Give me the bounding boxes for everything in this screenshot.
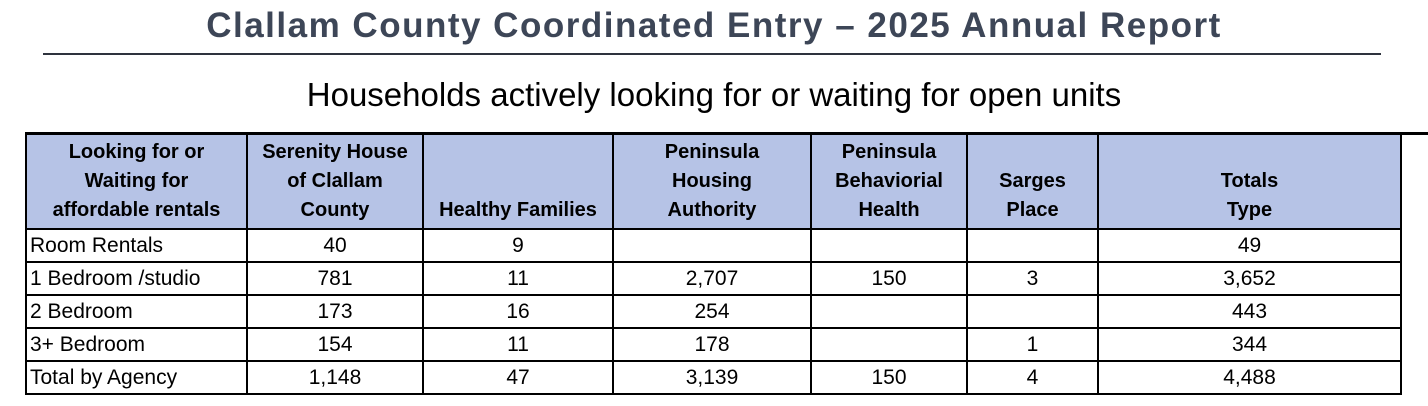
- table-cell: 16: [422, 293, 614, 329]
- table-cell: 4,488: [1097, 359, 1402, 395]
- table-cell: 11: [422, 326, 614, 362]
- table-cell: 150: [810, 260, 968, 296]
- column-header-peninsula-housing-authority: Peninsula Housing Authority: [612, 132, 812, 230]
- table-title: Households actively looking for or waiti…: [306, 76, 1122, 113]
- row-label-room-rentals: Room Rentals: [25, 227, 248, 263]
- table-row-1-bedroom-studio: 1 Bedroom /studio 781 11 2,707 150 3 3,6…: [25, 260, 1402, 296]
- column-header-totals-type: Totals Type: [1097, 132, 1402, 230]
- table-row-3plus-bedroom: 3+ Bedroom 154 11 178 1 344: [25, 326, 1402, 362]
- table-cell: [966, 293, 1099, 329]
- column-header-healthy-families: Healthy Families: [422, 132, 614, 230]
- column-header-row-category: Looking for or Waiting for affordable re…: [25, 132, 248, 230]
- row-label-2-bedroom: 2 Bedroom: [25, 293, 248, 329]
- table-cell: 344: [1097, 326, 1402, 362]
- table-top-rule-extension: [1100, 132, 1428, 135]
- table-cell: 173: [246, 293, 424, 329]
- table-cell: [810, 326, 968, 362]
- table-container: Looking for or Waiting for affordable re…: [0, 132, 1428, 395]
- table-header-row: Looking for or Waiting for affordable re…: [25, 132, 1402, 230]
- table-cell: [612, 227, 812, 263]
- column-header-peninsula-behavioral-health: Peninsula Behaviorial Health: [810, 132, 968, 230]
- row-label-1-bedroom-studio: 1 Bedroom /studio: [25, 260, 248, 296]
- table-cell: 49: [1097, 227, 1402, 263]
- table-row-2-bedroom: 2 Bedroom 173 16 254 443: [25, 293, 1402, 329]
- row-label-total-by-agency: Total by Agency: [25, 359, 248, 395]
- table-cell: [966, 227, 1099, 263]
- table-cell: 3,652: [1097, 260, 1402, 296]
- table-cell: 11: [422, 260, 614, 296]
- table-cell: 1: [966, 326, 1099, 362]
- table-cell: 443: [1097, 293, 1402, 329]
- table-cell: 3: [966, 260, 1099, 296]
- table-cell: 9: [422, 227, 614, 263]
- column-header-serenity-house: Serenity House of Clallam County: [246, 132, 424, 230]
- households-waiting-table: Looking for or Waiting for affordable re…: [25, 132, 1402, 395]
- table-cell: 40: [246, 227, 424, 263]
- title-divider: [43, 53, 1381, 55]
- table-cell: 150: [810, 359, 968, 395]
- table-cell: 3,139: [612, 359, 812, 395]
- column-header-sarges-place: Sarges Place: [966, 132, 1099, 230]
- report-title: Clallam County Coordinated Entry – 2025 …: [206, 6, 1222, 45]
- table-cell: 178: [612, 326, 812, 362]
- row-label-3plus-bedroom: 3+ Bedroom: [25, 326, 248, 362]
- table-cell: 154: [246, 326, 424, 362]
- table-cell: 254: [612, 293, 812, 329]
- table-cell: 781: [246, 260, 424, 296]
- table-cell: 1,148: [246, 359, 424, 395]
- table-cell: 2,707: [612, 260, 812, 296]
- table-cell: [810, 293, 968, 329]
- table-cell: 4: [966, 359, 1099, 395]
- table-row-total-by-agency: Total by Agency 1,148 47 3,139 150 4 4,4…: [25, 359, 1402, 395]
- table-row-room-rentals: Room Rentals 40 9 49: [25, 227, 1402, 263]
- table-cell: 47: [422, 359, 614, 395]
- table-cell: [810, 227, 968, 263]
